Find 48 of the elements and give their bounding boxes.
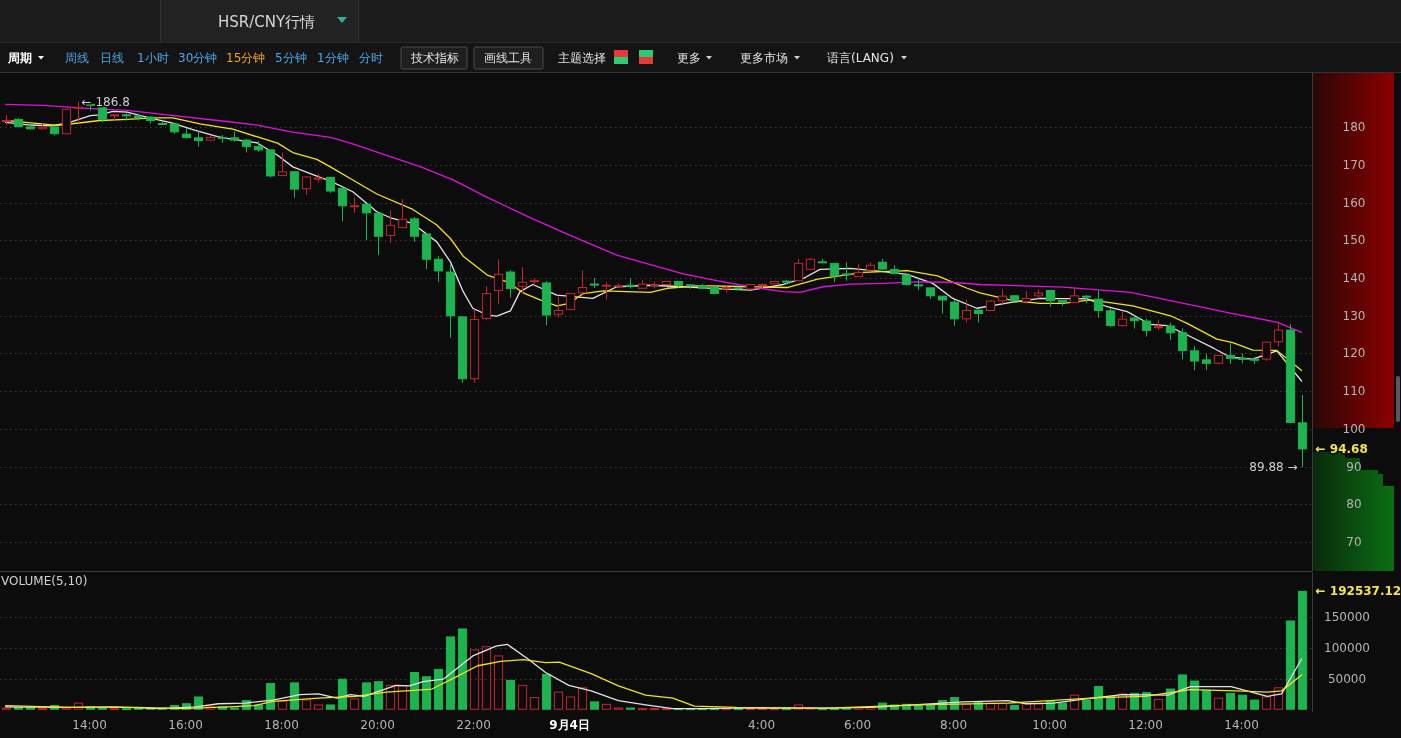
y-tick-label: 160 bbox=[1342, 195, 1366, 210]
text: 更多市场 bbox=[740, 51, 788, 65]
text: 30分钟 bbox=[178, 51, 218, 65]
x-tick-label: 22:00 bbox=[456, 718, 491, 733]
text: 15分钟 bbox=[226, 51, 266, 65]
x-tick-label: 18:00 bbox=[264, 718, 299, 733]
annotation: ← 186.8 bbox=[81, 94, 130, 109]
text: 周线 bbox=[65, 51, 89, 65]
y-tick-label: 120 bbox=[1342, 346, 1366, 361]
x-tick-label: 12:00 bbox=[1128, 718, 1163, 733]
annotation: 89.88 → bbox=[1249, 460, 1298, 475]
text: 5分钟 bbox=[275, 51, 307, 65]
y-tick-label: 130 bbox=[1342, 308, 1366, 323]
x-tick-label: 14:00 bbox=[1224, 718, 1259, 733]
text: 主题选择 bbox=[558, 51, 606, 65]
y-tick-label: 180 bbox=[1342, 120, 1366, 135]
y-tick-label: 100 bbox=[1342, 421, 1366, 436]
x-tick-label: 20:00 bbox=[360, 718, 395, 733]
text: 更多 bbox=[677, 51, 701, 65]
x-tick-label: 8:00 bbox=[940, 718, 968, 733]
text: 周期 bbox=[7, 51, 32, 65]
y-tick-label: 70 bbox=[1346, 534, 1362, 549]
text: 技术指标 bbox=[410, 51, 459, 65]
x-tick-label: 10:00 bbox=[1032, 718, 1067, 733]
annotation: ← 94.68 bbox=[1315, 441, 1368, 456]
text: 1小时 bbox=[137, 51, 169, 65]
text: 语言(LANG) bbox=[827, 51, 894, 65]
x-tick-label: 9月4日 bbox=[549, 718, 590, 733]
text: 画线工具 bbox=[484, 51, 532, 65]
y-tick-label: 110 bbox=[1342, 384, 1366, 399]
y-tick-label: 80 bbox=[1346, 497, 1362, 512]
y-tick-label: 90 bbox=[1346, 459, 1362, 474]
x-tick-label: 16:00 bbox=[168, 718, 203, 733]
y-tick-label: 140 bbox=[1342, 271, 1366, 286]
text: 1分钟 bbox=[317, 51, 349, 65]
y-tick-label: 150 bbox=[1342, 233, 1366, 248]
annotation: ← 192537.12 bbox=[1315, 584, 1401, 599]
x-tick-label: 14:00 bbox=[72, 718, 107, 733]
chart-title: HSR/CNY行情 bbox=[218, 13, 316, 31]
text: 分时 bbox=[359, 51, 383, 65]
x-tick-label: 4:00 bbox=[748, 718, 776, 733]
y-tick-label: 150000 bbox=[1324, 610, 1370, 625]
x-tick-label: 6:00 bbox=[844, 718, 872, 733]
y-tick-label: 170 bbox=[1342, 157, 1366, 172]
y-tick-label: 50000 bbox=[1327, 671, 1367, 686]
y-tick-label: 100000 bbox=[1324, 640, 1370, 655]
chart-title: VOLUME(5,10) bbox=[1, 574, 88, 588]
text: 日线 bbox=[100, 51, 124, 65]
